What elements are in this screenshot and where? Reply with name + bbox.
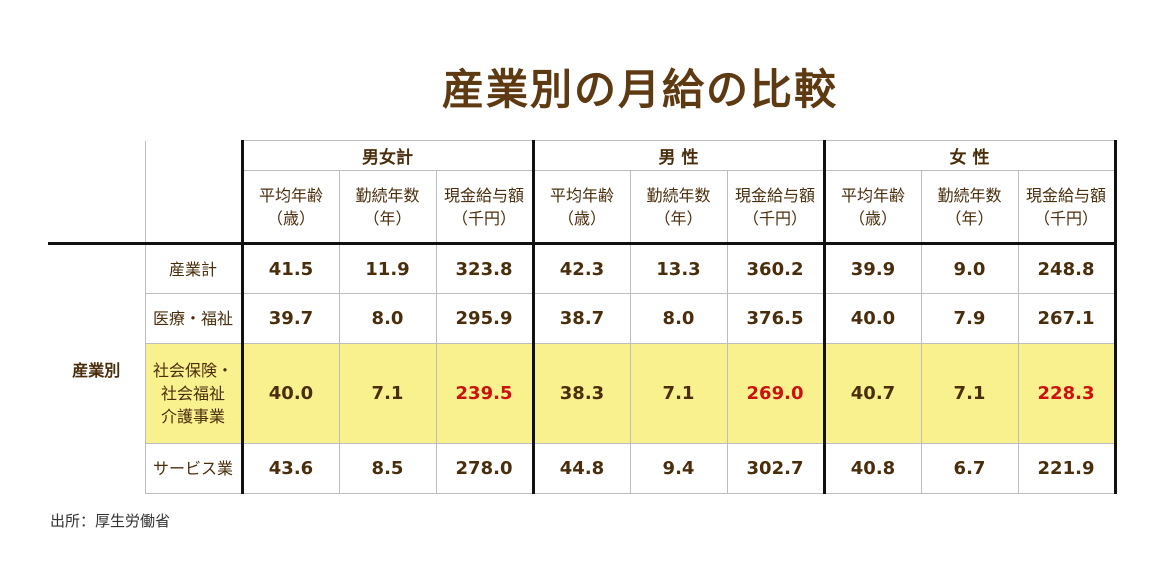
cell-female-salary: 267.1 [1017, 293, 1117, 344]
subheader-salary: 現金給与額 （千円） [726, 170, 825, 244]
row-label: 産業計 [144, 242, 243, 294]
cell-total-tenure: 11.9 [338, 242, 437, 294]
row-label: 医療・福祉 [144, 293, 243, 344]
table-row: 医療・福祉 39.7 8.0 295.9 38.7 8.0 376.5 40.0… [48, 293, 1117, 344]
group-header-female: 女 性 [822, 140, 1117, 171]
cell-female-age: 40.7 [822, 343, 922, 444]
cell-total-tenure: 7.1 [338, 343, 437, 444]
table-row: サービス業 43.6 8.5 278.0 44.8 9.4 302.7 40.8… [48, 443, 1117, 494]
cell-male-tenure: 13.3 [629, 242, 728, 294]
cell-male-salary: 269.0 [726, 343, 825, 444]
subheader-tenure: 勤続年数 （年） [920, 170, 1019, 244]
subheader-tenure: 勤続年数 （年） [629, 170, 728, 244]
cell-female-tenure: 6.7 [920, 443, 1019, 494]
subheader-age: 平均年齢 （歳） [531, 170, 631, 244]
cell-male-salary: 376.5 [726, 293, 825, 344]
row-label: サービス業 [144, 443, 243, 494]
subheader-age: 平均年齢 （歳） [240, 170, 340, 244]
salary-table: 男女計 男 性 女 性 平均年齢 （歳） 勤続年数 （年） 現金給与額 （千円） 平均… [48, 140, 1117, 494]
cell-female-tenure: 9.0 [920, 242, 1019, 294]
cell-total-age: 39.7 [240, 293, 340, 344]
cell-total-salary: 295.9 [435, 293, 534, 344]
group-header-total: 男女計 [240, 140, 534, 171]
cell-male-age: 42.3 [531, 242, 631, 294]
cell-male-age: 44.8 [531, 443, 631, 494]
cell-female-tenure: 7.1 [920, 343, 1019, 444]
cell-male-age: 38.7 [531, 293, 631, 344]
subheader-salary: 現金給与額 （千円） [435, 170, 534, 244]
cell-total-salary: 278.0 [435, 443, 534, 494]
cell-male-tenure: 9.4 [629, 443, 728, 494]
category-label: 産業別 [48, 242, 146, 494]
subheader-age: 平均年齢 （歳） [822, 170, 922, 244]
cell-female-salary: 248.8 [1017, 242, 1117, 294]
row-label: 社会保険・ 社会福祉 介護事業 [144, 343, 243, 444]
chart-title: 産業別の月給の比較 [441, 65, 838, 114]
corner-cell [48, 140, 146, 171]
cell-male-salary: 360.2 [726, 242, 825, 294]
cell-female-salary: 221.9 [1017, 443, 1117, 494]
cell-total-age: 43.6 [240, 443, 340, 494]
subheader-salary: 現金給与額 （千円） [1017, 170, 1117, 244]
cell-male-tenure: 7.1 [629, 343, 728, 444]
cell-total-salary: 239.5 [435, 343, 534, 444]
cell-female-age: 40.0 [822, 293, 922, 344]
source-note: 出所：厚生労働省 [50, 512, 171, 530]
table-row: 産業別 産業計 41.5 11.9 323.8 42.3 13.3 360.2 … [48, 242, 1117, 494]
cell-male-tenure: 8.0 [629, 293, 728, 344]
cell-total-tenure: 8.5 [338, 443, 437, 494]
corner-cell [48, 170, 146, 244]
cell-total-tenure: 8.0 [338, 293, 437, 344]
corner-cell [145, 140, 243, 171]
cell-total-age: 41.5 [240, 242, 340, 294]
cell-total-salary: 323.8 [435, 242, 534, 294]
cell-male-salary: 302.7 [726, 443, 825, 494]
cell-male-age: 38.3 [531, 343, 631, 444]
cell-female-tenure: 7.9 [920, 293, 1019, 344]
cell-female-age: 40.8 [822, 443, 922, 494]
cell-total-age: 40.0 [240, 343, 340, 444]
group-header-male: 男 性 [531, 140, 825, 171]
subheader-tenure: 勤続年数 （年） [338, 170, 437, 244]
cell-female-salary: 228.3 [1017, 343, 1117, 444]
cell-female-age: 39.9 [822, 242, 922, 294]
corner-cell [145, 170, 243, 244]
table-row-highlight: 社会保険・ 社会福祉 介護事業 40.0 7.1 239.5 38.3 7.1 26… [48, 343, 1117, 444]
